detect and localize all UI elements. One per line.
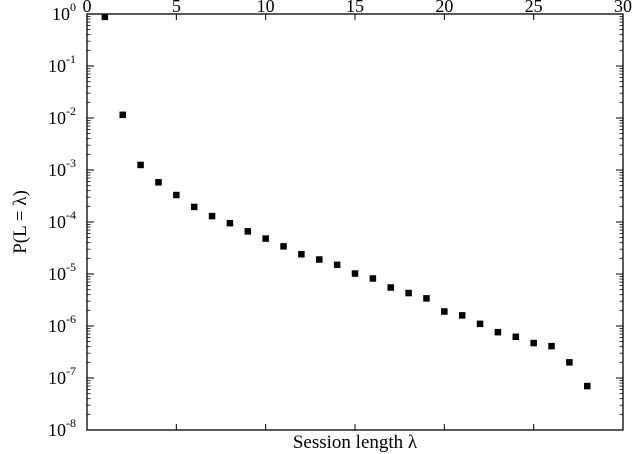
data-point: [387, 284, 394, 291]
y-tick-label: 10-7: [48, 364, 76, 388]
data-point: [512, 333, 520, 341]
data-point: [369, 275, 377, 282]
data-point: [155, 179, 162, 186]
y-tick-label: 10-8: [48, 416, 76, 440]
data-point: [119, 111, 126, 119]
data-point: [262, 235, 269, 242]
data-point: [226, 219, 234, 227]
y-tick-label: 10-3: [48, 156, 76, 180]
data-point: [244, 228, 252, 235]
plot-frame: [86, 13, 624, 431]
x-tick-label: 10: [257, 0, 275, 16]
data-point: [351, 270, 359, 277]
data-point: [566, 359, 573, 366]
x-axis-label: Session length λ: [293, 432, 418, 453]
x-tick-label: 15: [346, 0, 364, 16]
data-point: [548, 342, 555, 350]
x-tick-label: 25: [525, 0, 543, 16]
data-point: [584, 382, 591, 390]
y-tick-label: 10-5: [48, 260, 76, 284]
data-point: [405, 289, 412, 297]
data-point: [316, 256, 323, 263]
data-point: [137, 161, 144, 169]
y-tick-label: 100: [52, 0, 76, 24]
x-tick-label: 30: [614, 0, 632, 16]
data-point: [298, 250, 305, 258]
data-point: [101, 13, 109, 21]
data-point: [173, 191, 180, 199]
data-point: [280, 243, 287, 250]
data-point: [441, 308, 448, 315]
data-point: [208, 212, 216, 220]
data-point: [333, 261, 341, 269]
data-point: [458, 312, 466, 319]
data-point: [190, 203, 198, 211]
x-tick-label: 20: [435, 0, 453, 16]
x-tick-label: 5: [172, 0, 181, 16]
y-tick-label: 10-2: [48, 104, 76, 128]
y-axis-label: P(L = λ): [10, 190, 31, 254]
y-tick-label: 10-1: [48, 52, 76, 76]
x-tick-label: 0: [83, 0, 92, 16]
data-point: [476, 320, 484, 328]
data-points: [101, 13, 591, 390]
data-point: [494, 328, 502, 336]
data-point: [530, 339, 537, 347]
y-tick-label: 10-4: [48, 208, 76, 232]
data-point: [423, 295, 430, 302]
x-axis-ticks: 0 5 10 15 20 25 30: [83, 0, 632, 430]
y-tick-label: 10-6: [48, 312, 76, 336]
